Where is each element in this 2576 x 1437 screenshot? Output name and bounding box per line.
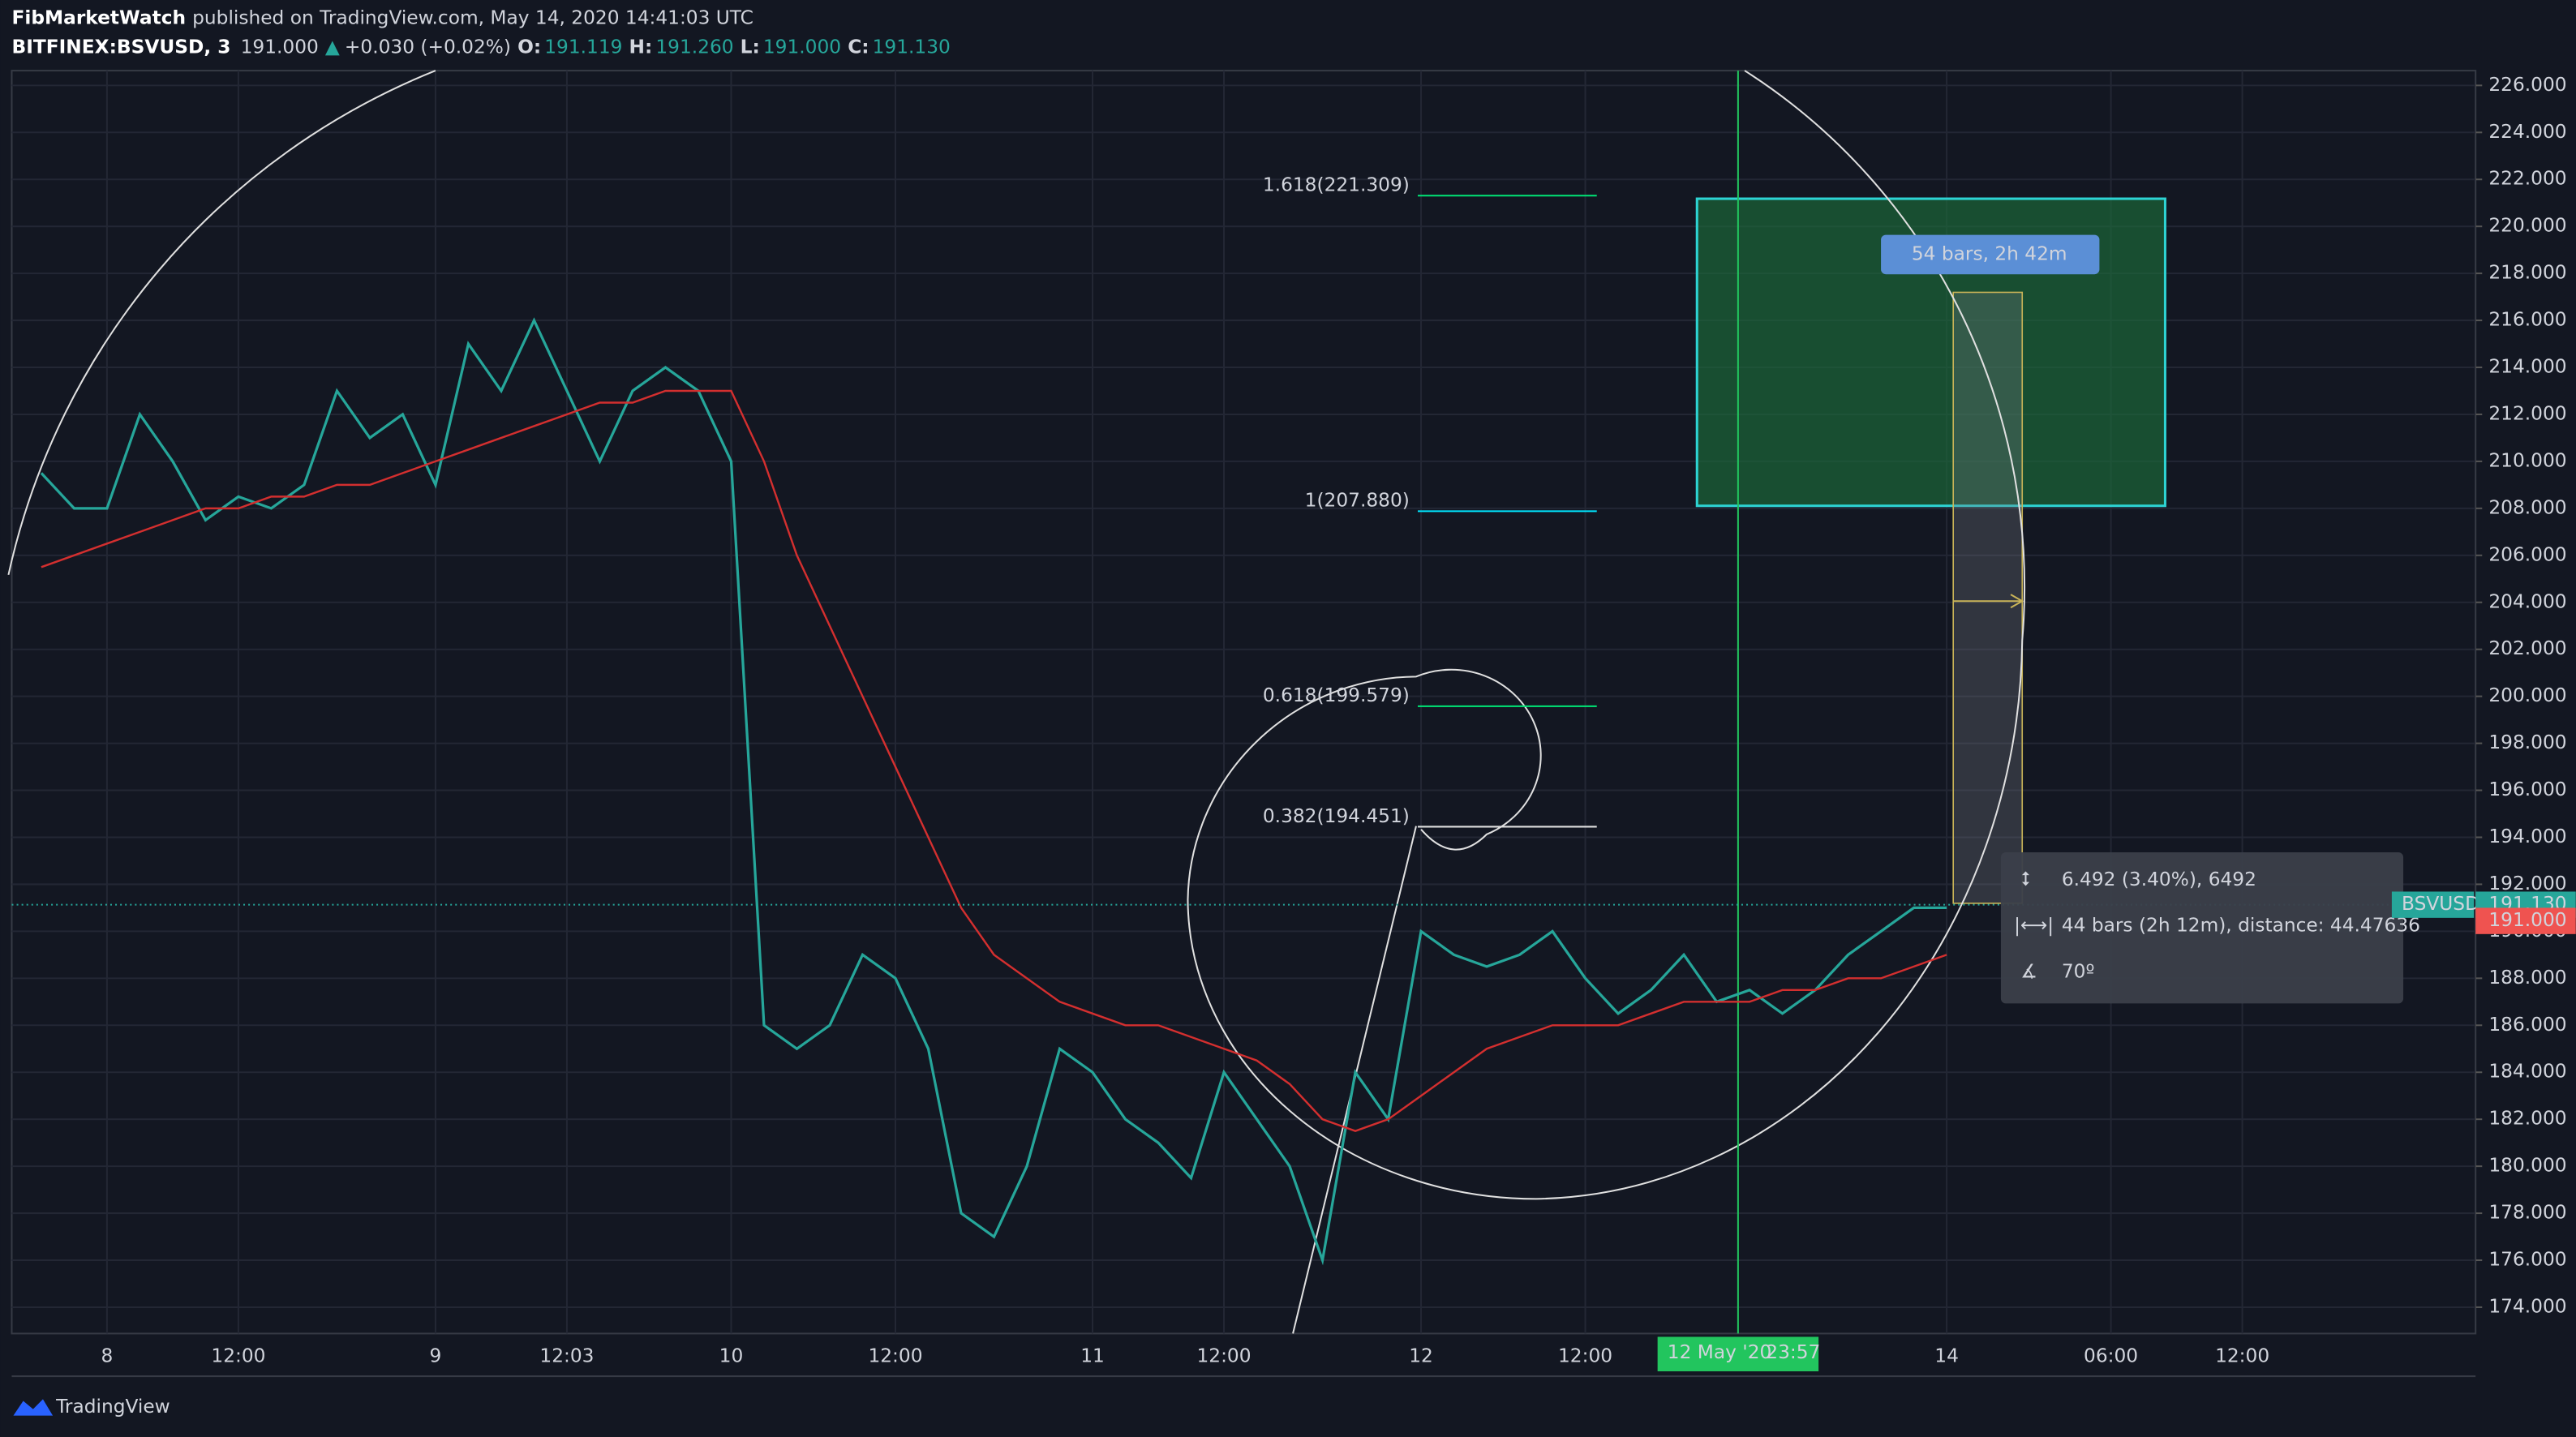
symbol-tag-bg [2391, 891, 2475, 918]
cursor-time: 23:57 [1766, 1341, 1820, 1363]
y-tick-label: 214.000 [2488, 356, 2566, 378]
y-tick-label: 218.000 [2488, 262, 2566, 284]
l-label: L: [741, 36, 760, 58]
measure-arrow [1953, 594, 2024, 609]
y-tick-label: 224.000 [2488, 121, 2566, 143]
y-tick-label: 222.000 [2488, 168, 2566, 190]
cursor-date: 12 May '20 [1668, 1341, 1771, 1363]
y-tick-label: 200.000 [2488, 684, 2566, 706]
x-tick-label: 12:00 [2215, 1345, 2269, 1366]
x-tick-label: 12:00 [1558, 1345, 1612, 1366]
grid [11, 71, 2483, 1334]
x-tick-label: 14 [1934, 1345, 1959, 1366]
close: 191.130 [873, 36, 951, 58]
y-tick-label: 174.000 [2488, 1295, 2566, 1317]
header-line1: FibMarketWatch published on TradingView.c… [11, 6, 753, 28]
y-tick-label: 180.000 [2488, 1155, 2566, 1177]
tooltip-line: 70º [2062, 960, 2095, 982]
bars-badge [1881, 234, 2100, 275]
x-tick-label: 06:00 [2084, 1345, 2138, 1366]
o-label: O: [517, 36, 541, 58]
bars-label: 54 bars, 2h 42m [1912, 242, 2067, 264]
tooltip-icon: |⟷| [2014, 915, 2054, 937]
y-tick-label: 202.000 [2488, 637, 2566, 659]
fib-label: 1.618(221.309) [1263, 174, 1410, 196]
measure-area [1952, 291, 2024, 904]
c-label: C: [848, 36, 869, 58]
low: 191.000 [763, 36, 841, 58]
logo [13, 1399, 54, 1416]
y-tick-label: 216.000 [2488, 309, 2566, 331]
y-tick-label: 196.000 [2488, 779, 2566, 800]
close-price-tag [2475, 907, 2576, 934]
y-tick-label: 194.000 [2488, 826, 2566, 847]
last: 191.000 [241, 36, 319, 58]
h-label: H: [629, 36, 653, 58]
high: 191.260 [655, 36, 733, 58]
symbol: BITFINEX:BSVUSD, 3 [11, 36, 230, 58]
header-line2: BITFINEX:BSVUSD, 3 191.000 ▲ +0.030 (+0.02%… [11, 36, 950, 58]
fib-label: 1(207.880) [1305, 490, 1410, 512]
published: published on TradingView.com, May 14, 20… [192, 6, 753, 28]
x-tick-label: 12 [1409, 1345, 1433, 1366]
arc [7, 70, 436, 576]
x-tick-label: 11 [1080, 1345, 1105, 1366]
symbol-tag: BSVUSD [2402, 893, 2479, 915]
change: +0.030 (+0.02%) [345, 36, 511, 58]
y-tick-label: 226.000 [2488, 74, 2566, 96]
tooltip [2000, 852, 2404, 1004]
y-tick-label: 176.000 [2488, 1249, 2566, 1271]
y-tick-label: 204.000 [2488, 590, 2566, 612]
arrow: ▲ [325, 36, 340, 58]
tooltip-line: 44 bars (2h 12m), distance: 44.47636 [2062, 915, 2420, 937]
y-tick-label: 186.000 [2488, 1014, 2566, 1036]
y-tick-label: 198.000 [2488, 731, 2566, 753]
y-tick-label: 210.000 [2488, 449, 2566, 471]
publisher: FibMarketWatch [11, 6, 186, 28]
x-tick-label: 8 [101, 1345, 114, 1366]
x-tick-label: 12:00 [211, 1345, 265, 1366]
x-tick-label: 10 [719, 1345, 744, 1366]
y-tick-label: 178.000 [2488, 1202, 2566, 1224]
fib-label: 0.382(194.451) [1263, 805, 1410, 827]
fib-label: 0.618(199.579) [1263, 684, 1410, 706]
x-tick-label: 12:00 [868, 1345, 922, 1366]
data [11, 195, 2476, 1266]
y-tick-label: 208.000 [2488, 496, 2566, 518]
y-tick-label: 212.000 [2488, 402, 2566, 424]
brand: TradingView [55, 1396, 170, 1418]
plot-frame [11, 70, 2477, 1335]
cursor-date-badge [1657, 1336, 1819, 1371]
y-tick-label: 192.000 [2488, 873, 2566, 894]
y-tick-label: 220.000 [2488, 215, 2566, 237]
y-tick-label: 184.000 [2488, 1061, 2566, 1083]
series-line [41, 389, 1947, 1132]
y-tick-label: 188.000 [2488, 967, 2566, 989]
tooltip-icon: ⭥ [2020, 869, 2031, 890]
series-line [40, 317, 1947, 1266]
x-tick-label: 9 [430, 1345, 442, 1366]
x-tick-label: 12:00 [1196, 1345, 1251, 1366]
tooltip-line: 6.492 (3.40%), 6492 [2062, 869, 2256, 890]
close-price-label: 191.000 [2488, 909, 2566, 931]
open: 191.119 [544, 36, 622, 58]
y-tick-label: 182.000 [2488, 1108, 2566, 1130]
x-tick-label: 12:03 [539, 1345, 594, 1366]
y-tick-label: 206.000 [2488, 543, 2566, 565]
tooltip-icon: ∡ [2020, 960, 2037, 982]
